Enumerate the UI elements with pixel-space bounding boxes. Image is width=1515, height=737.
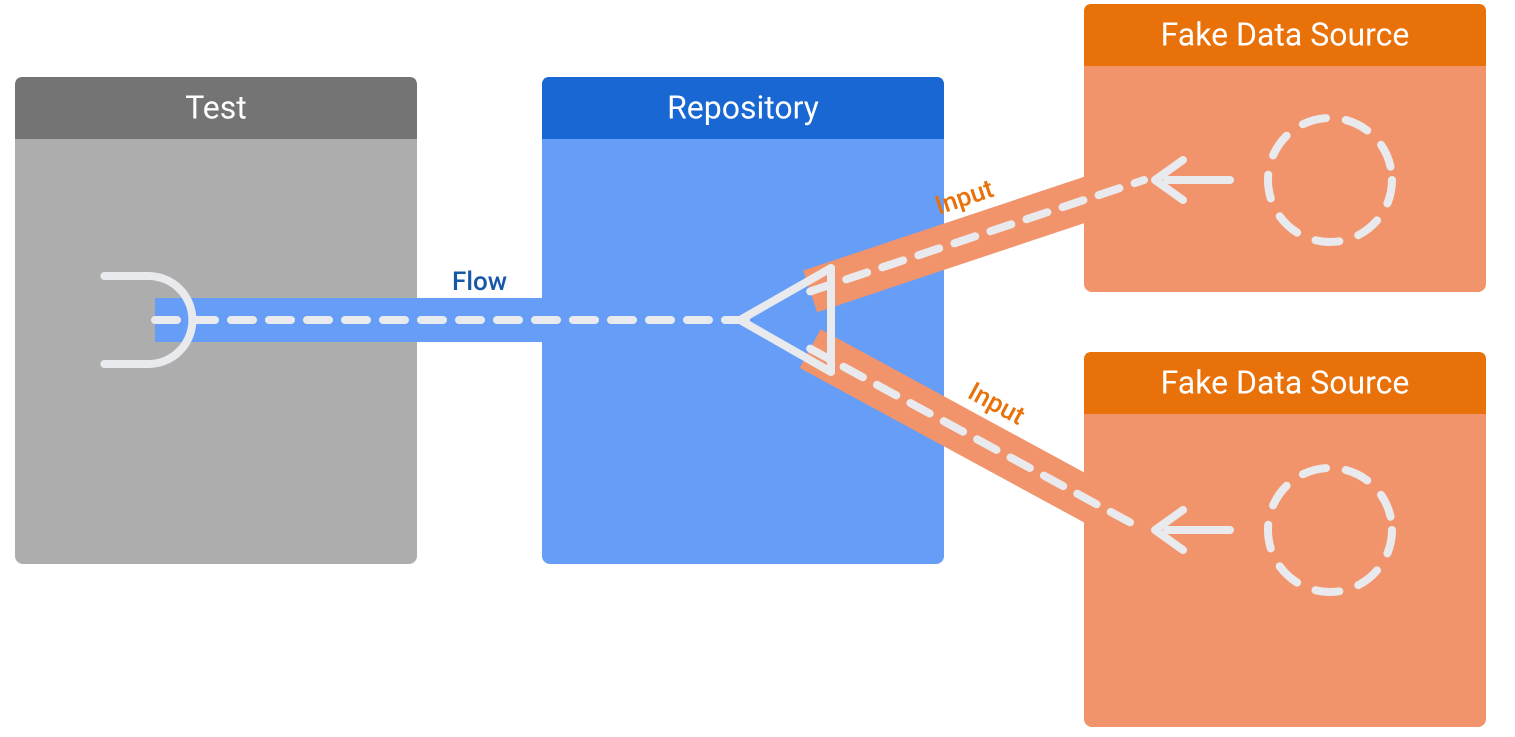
fake_bottom-label-top: Fake Data Source [1161, 363, 1410, 401]
fake_top-label-top: Fake Data Source [1161, 15, 1410, 53]
repository-label-top: Repository [667, 88, 819, 126]
flow-label: Flow [452, 267, 507, 297]
test-label: Test [185, 88, 247, 126]
